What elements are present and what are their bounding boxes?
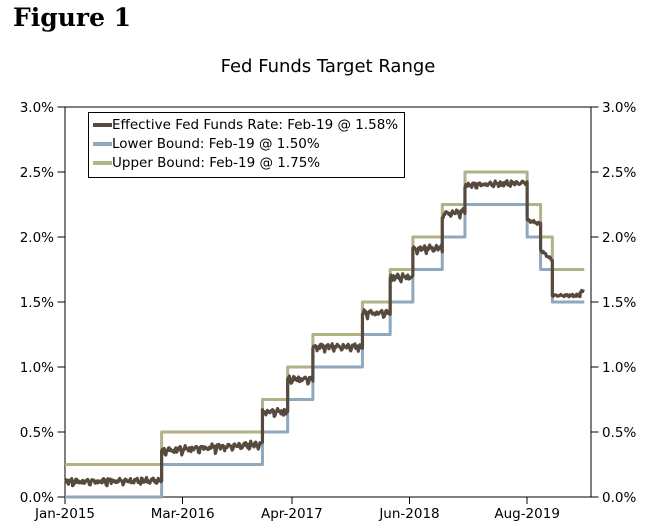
y-axis-tick-label-left: 2.5%	[20, 165, 54, 181]
legend-item-effective: Effective Fed Funds Rate: Feb-19 @ 1.58%	[93, 116, 398, 135]
effective-rate-line-swatch	[93, 122, 112, 127]
axes: 0.0% 0.0% 0.5% 0.5% 1.0% 1.0% 1.5% 1.5% 2.0% 2.0%…	[20, 100, 637, 522]
upper-bound-line-swatch	[93, 160, 112, 165]
chart-title: Fed Funds Target Range	[220, 56, 436, 77]
legend-label-upper-bound: Upper Bound: Feb-19 @ 1.75%	[112, 155, 321, 171]
figure-label: Figure 1	[13, 3, 132, 32]
x-axis-tick-label: Aug-2019	[494, 506, 560, 522]
x-axis-tick-label: Mar-2016	[151, 506, 215, 522]
legend: Effective Fed Funds Rate: Feb-19 @ 1.58%…	[88, 112, 406, 178]
effective-fed-funds-rate-line	[64, 179, 586, 488]
y-axis-tick-label-left: 1.0%	[20, 360, 54, 376]
lower-bound-line	[65, 203, 585, 499]
y-axis-tick-label-right: 0.0%	[602, 490, 636, 506]
legend-label-effective: Effective Fed Funds Rate: Feb-19 @ 1.58%	[112, 117, 399, 133]
y-axis-tick-label-left: 1.5%	[20, 295, 54, 311]
x-axis-tick-label: Apr-2017	[261, 506, 323, 522]
y-axis-tick-label-left: 3.0%	[20, 100, 54, 116]
legend-item-upper-bound: Upper Bound: Feb-19 @ 1.75%	[93, 154, 398, 173]
upper-bound-line	[65, 170, 585, 466]
y-axis-tick-label-right: 2.5%	[602, 165, 636, 181]
series-lines	[64, 170, 586, 499]
y-axis-tick-label-left: 0.0%	[20, 490, 54, 506]
lower-bound-line-swatch	[93, 141, 112, 146]
y-axis-tick-label-right: 3.0%	[602, 100, 636, 116]
x-axis-tick-label: Jan-2015	[34, 506, 95, 522]
y-axis-tick-label-left: 0.5%	[20, 425, 54, 441]
y-axis-tick-label-right: 2.0%	[602, 230, 636, 246]
y-axis-tick-label-right: 0.5%	[602, 425, 636, 441]
y-axis-tick-label-right: 1.0%	[602, 360, 636, 376]
legend-label-lower-bound: Lower Bound: Feb-19 @ 1.50%	[112, 136, 320, 152]
legend-item-lower-bound: Lower Bound: Feb-19 @ 1.50%	[93, 135, 398, 154]
y-axis-tick-label-right: 1.5%	[602, 295, 636, 311]
x-axis-tick-label: Jun-2018	[378, 506, 439, 522]
y-axis-tick-label-left: 2.0%	[20, 230, 54, 246]
